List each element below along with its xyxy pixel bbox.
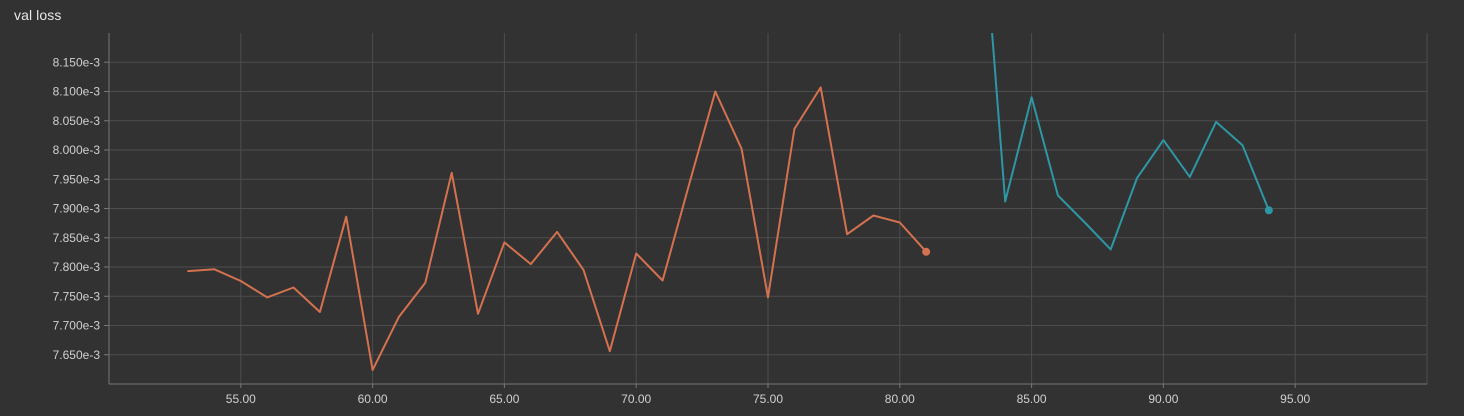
y-tick-label: 7.700e-3 (53, 319, 101, 333)
y-tick-label: 7.900e-3 (53, 202, 101, 216)
y-tick-label: 8.150e-3 (53, 55, 101, 69)
y-tick-label: 8.050e-3 (53, 114, 101, 128)
x-tick-label: 80.00 (885, 392, 915, 406)
series-line-0 (187, 86, 928, 371)
x-tick-label: 70.00 (621, 392, 651, 406)
series-end-point-1[interactable] (1264, 206, 1273, 215)
series-end-point-0[interactable] (922, 247, 931, 256)
y-tick-label: 8.100e-3 (53, 85, 101, 99)
chart-title: val loss (14, 7, 62, 23)
series-layer (187, 33, 1273, 371)
x-tick-label: 55.00 (226, 392, 256, 406)
x-tick-label: 90.00 (1148, 392, 1178, 406)
x-tick-label: 85.00 (1017, 392, 1047, 406)
x-tick-label: 60.00 (358, 392, 388, 406)
series-line-1 (991, 33, 1270, 251)
y-tick-label: 7.750e-3 (53, 289, 101, 303)
tick-label-layer: 7.650e-3 7.700e-3 7.750e-3 7.800e-3 7.850e-3… (53, 55, 1311, 406)
axis-layer (104, 33, 1428, 388)
x-tick-label: 75.00 (753, 392, 783, 406)
y-tick-label: 8.000e-3 (53, 143, 101, 157)
y-tick-label: 7.850e-3 (53, 231, 101, 245)
y-tick-label: 7.800e-3 (53, 260, 101, 274)
grid-layer (109, 33, 1427, 384)
x-tick-label: 95.00 (1280, 392, 1310, 406)
x-tick-label: 65.00 (489, 392, 519, 406)
y-tick-label: 7.650e-3 (53, 348, 101, 362)
y-tick-label: 7.950e-3 (53, 172, 101, 186)
